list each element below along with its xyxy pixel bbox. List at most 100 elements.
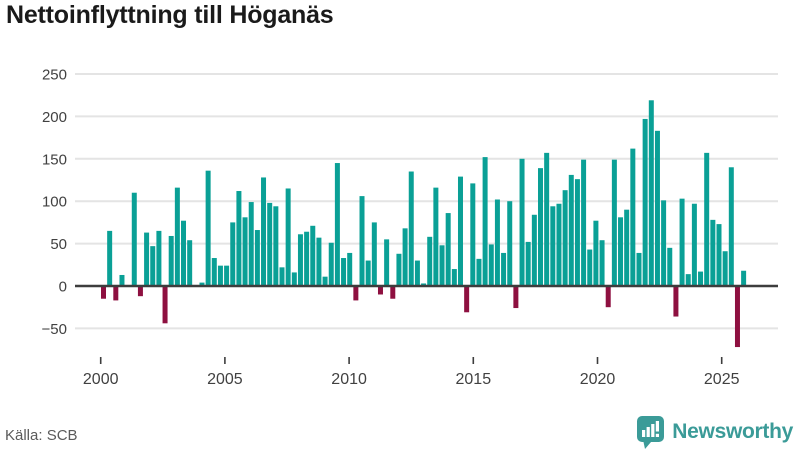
bar [162,286,168,324]
bar [630,148,636,286]
bar [328,242,334,286]
bar [230,222,236,286]
bar [605,286,611,308]
bar [365,260,371,286]
bar [685,274,691,286]
y-axis-label: 0 [59,279,67,296]
bar [144,232,150,286]
bar [261,177,267,286]
bar [507,201,513,286]
bar [390,286,396,299]
y-axis-label: 250 [42,67,67,84]
bar [642,118,648,286]
bar [679,198,685,286]
bar [464,286,470,313]
bar [273,206,279,286]
y-axis-label: 50 [50,236,67,253]
bar [698,271,704,286]
bar [457,176,463,286]
bar [451,269,457,286]
bar [421,283,427,286]
bar [636,252,642,286]
bar [519,158,525,286]
bar [734,286,740,348]
bar [513,286,519,309]
bar [581,159,587,286]
bar [107,230,113,286]
bar [347,252,353,286]
bar [618,217,624,286]
bar [654,130,660,286]
bar [593,220,599,286]
bar [341,258,347,286]
bar [396,253,402,286]
bar [267,202,273,286]
x-axis-label: 2000 [83,371,119,388]
x-axis-label: 2025 [704,371,740,388]
bar [562,190,568,286]
bar [587,249,593,286]
bar [408,171,414,286]
bar [377,286,383,295]
bar [611,159,617,286]
y-axis-label: 200 [42,109,67,126]
bar [704,152,710,286]
bar [544,152,550,286]
bar [525,241,531,286]
bar [482,157,488,286]
bar [470,183,476,286]
newsworthy-brand: Newsworthy [637,415,793,449]
bar [131,192,137,286]
bar [187,240,193,286]
bar [322,276,328,286]
bar [501,252,507,286]
bar [531,214,537,286]
y-axis-label: 150 [42,151,67,168]
bar [371,222,377,286]
bar [310,225,316,286]
bar [445,213,451,286]
bar [402,228,408,286]
bar [248,202,254,286]
newsworthy-pin-barchart-icon [637,415,665,449]
bar [661,200,667,286]
bar [291,272,297,286]
bar [599,240,605,286]
x-axis-label: 2005 [207,371,243,388]
bar [113,286,119,301]
bar [181,220,187,286]
bar [722,251,728,286]
bar [673,286,679,317]
bar [156,230,162,286]
bar [556,203,562,286]
x-axis-label: 2010 [331,371,367,388]
bar [217,265,223,286]
bar [488,244,494,286]
x-axis-label: 2020 [580,371,616,388]
bar [667,247,673,286]
bar [494,199,500,286]
bar [728,167,734,286]
bar [150,246,156,286]
bar [741,270,747,286]
bar [427,236,433,286]
bar [316,237,322,286]
x-axis-label: 2015 [456,371,492,388]
bar [119,274,125,286]
bar [334,163,340,286]
bar [414,260,420,286]
bar [624,209,630,286]
bar [297,234,303,286]
brand-name: Newsworthy [672,420,793,443]
bar [716,224,722,286]
bar [224,265,230,286]
bar [199,282,205,286]
bar [433,187,439,286]
bar [574,179,580,286]
bar [101,286,106,299]
bar [476,258,482,286]
bar [439,245,445,286]
bar [254,230,260,286]
bar [236,191,242,286]
y-axis-label: −50 [42,321,67,338]
